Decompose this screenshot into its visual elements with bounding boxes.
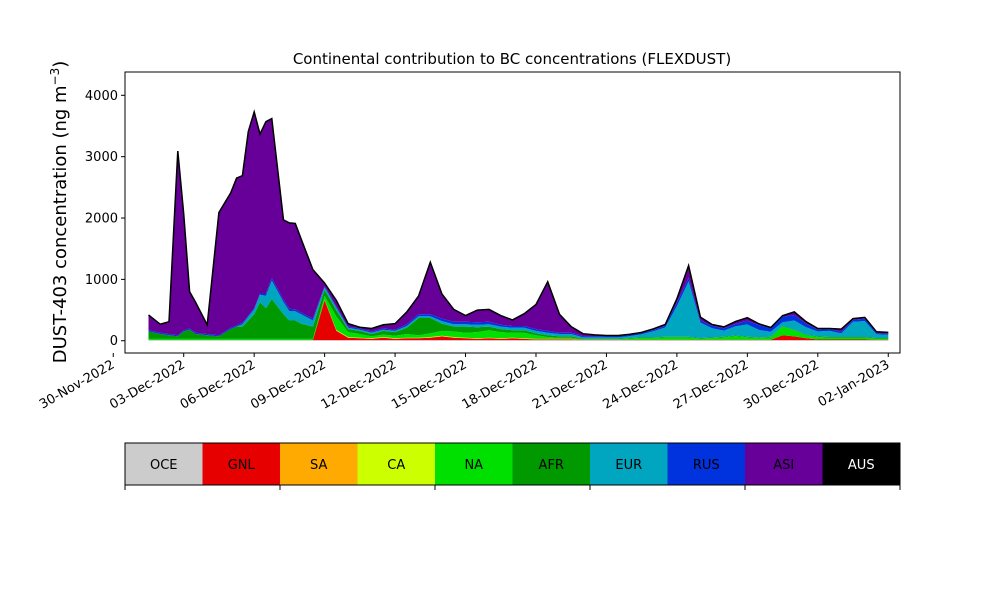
legend-swatch-eur (590, 443, 668, 485)
legend-swatch-gnl (202, 443, 280, 485)
area-series-oce (148, 340, 889, 341)
legend-label-gnl: GNL (228, 458, 256, 473)
x-tick-label: 18-Dec-2022 (460, 357, 540, 412)
legend-label-na: NA (464, 458, 483, 473)
x-tick-label: 27-Dec-2022 (671, 357, 751, 412)
plot-area (148, 109, 889, 341)
legend-label-asi: ASI (773, 458, 794, 473)
y-tick-label: 0 (110, 334, 118, 349)
legend-label-sa: SA (310, 458, 327, 473)
legend-label-aus: AUS (848, 458, 875, 473)
x-tick-label: 30-Nov-2022 (37, 357, 117, 412)
x-tick-label: 30-Dec-2022 (741, 357, 821, 412)
area-series-eur (148, 280, 889, 339)
y-tick-label: 3000 (85, 150, 118, 165)
legend-label-ca: CA (387, 458, 405, 473)
y-axis: 0 1000 2000 3000 4000 (85, 89, 125, 349)
chart-title: Continental contribution to BC concentra… (293, 50, 731, 68)
area-series-afr (148, 289, 889, 340)
x-tick-label: 03-Dec-2022 (107, 357, 187, 412)
legend-label-oce: OCE (150, 458, 178, 473)
x-tick-label: 24-Dec-2022 (600, 357, 680, 412)
legend-swatch-na (435, 443, 513, 485)
legend-swatch-ca (357, 443, 435, 485)
x-axis: 30-Nov-202203-Dec-202206-Dec-202209-Dec-… (37, 353, 892, 413)
plot-frame (124, 71, 901, 354)
x-tick-label: 09-Dec-2022 (248, 357, 328, 412)
total-outline (148, 109, 889, 337)
area-series-asi (148, 111, 889, 337)
area-series-gnl (148, 300, 889, 341)
legend-colorbar: OCE GNL SA CA NA AFR EUR RUS ASI AUS (124, 442, 901, 490)
y-tick-label: 2000 (85, 212, 118, 227)
x-tick-label: 15-Dec-2022 (389, 357, 469, 412)
x-tick-label: 12-Dec-2022 (319, 357, 399, 412)
legend-label-eur: EUR (615, 458, 642, 473)
y-tick-label: 4000 (85, 89, 118, 104)
y-axis-label: DUST-403 concentration (ng m−3) (48, 61, 71, 364)
x-tick-label: 21-Dec-2022 (530, 357, 610, 412)
legend-swatch-rus (667, 443, 745, 485)
legend-swatch-asi (745, 443, 823, 485)
legend-swatch-afr (512, 443, 590, 485)
x-tick-label: 06-Dec-2022 (178, 357, 258, 412)
area-series-rus (148, 277, 889, 338)
legend-label-rus: RUS (693, 458, 720, 473)
legend-frame (124, 442, 901, 486)
x-tick-label: 02-Jan-2023 (816, 357, 893, 410)
legend-swatch-oce (125, 443, 203, 485)
legend-swatch-sa (280, 443, 358, 485)
y-tick-label: 1000 (85, 273, 118, 288)
legend-label-afr: AFR (539, 458, 564, 473)
legend-swatch-aus (822, 443, 900, 485)
